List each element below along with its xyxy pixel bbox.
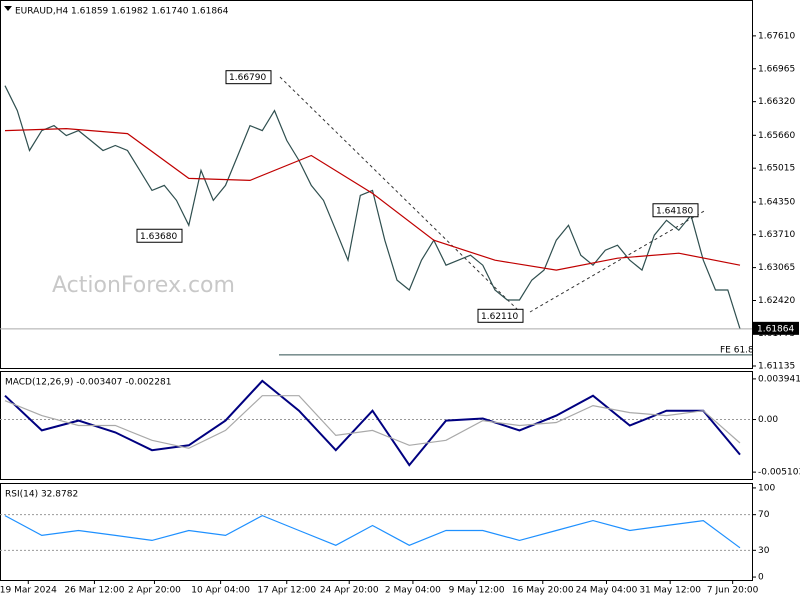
price-annotation: 1.63680 [140,232,177,242]
y-tick-label: 1.67610 [758,31,795,41]
x-tick-label: 9 May 12:00 [449,586,505,596]
trend-line [279,76,523,315]
y-tick-label: 30 [758,546,770,556]
y-tick-label: 1.63710 [758,230,795,240]
y-tick-label: 100 [758,483,775,493]
price-annotation-box [477,308,524,323]
y-tick-label: 70 [758,510,770,520]
series-line [4,85,741,329]
y-tick-label: 1.63065 [758,263,795,273]
fe-label: FE 61.8 [720,345,754,355]
x-tick-label: 10 Apr 04:00 [191,586,250,596]
price-annotation-box [136,228,183,243]
x-tick-label: 2 May 04:00 [385,586,441,596]
series-line [4,395,741,449]
trend-line [529,209,707,313]
y-tick-label: 1.66320 [758,97,795,107]
watermark: ActionForex.com [52,273,235,298]
y-tick-label: 0.00 [758,415,778,425]
y-tick-label: 1.65660 [758,131,795,141]
x-tick-label: 2 Apr 20:00 [128,586,181,596]
y-tick-label: 1.62420 [758,296,795,306]
y-tick-label: -0.005103 [758,468,800,478]
x-tick-label: 24 Apr 20:00 [320,586,379,596]
price-annotation: 1.66790 [229,73,266,83]
x-tick-label: 26 Mar 12:00 [64,586,124,596]
panel-title: RSI(14) 32.8782 [5,490,78,500]
y-tick-label: 1.66965 [758,64,795,74]
y-tick-label: 0 [758,573,764,583]
y-tick-label: 1.64350 [758,198,795,208]
rsi-panel [0,483,753,581]
y-tick-label: 1.65015 [758,164,795,174]
series-line [4,127,741,271]
series-line [4,514,741,549]
price-annotation: 1.62110 [481,312,518,322]
y-tick-label: 1.61135 [758,362,795,372]
panel-title: EURAUD,H4 1.61859 1.61982 1.61740 1.6186… [15,7,229,17]
last-price-label: 1.61864 [757,324,794,334]
x-tick-label: 31 May 12:00 [639,586,701,596]
x-tick-label: 19 Mar 2024 [0,586,57,596]
price-annotation-box [225,70,272,85]
macd-panel [0,371,753,480]
last-price-box [753,321,799,335]
x-tick-label: 7 Jun 20:00 [707,586,759,596]
y-tick-label: 0.003941 [758,374,800,384]
price-annotation: 1.64180 [656,206,693,216]
series-line [4,379,741,467]
panel-arrow [4,6,12,11]
x-tick-label: 17 Apr 12:00 [257,586,316,596]
panel-title: MACD(12,26,9) -0.003407 -0.002281 [5,378,171,388]
x-tick-label: 16 May 20:00 [512,586,574,596]
price-annotation-box [652,203,699,218]
main-panel [0,0,753,369]
x-tick-label: 24 May 04:00 [576,586,638,596]
